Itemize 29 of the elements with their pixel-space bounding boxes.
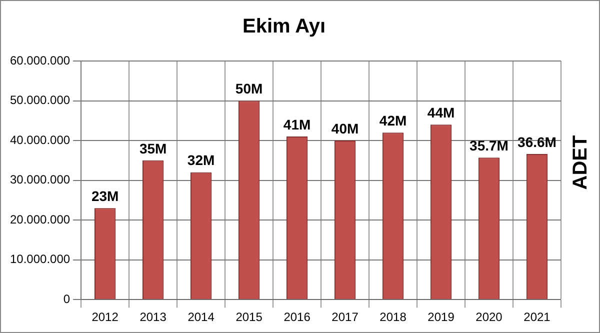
x-tick-label: 2018 — [380, 310, 407, 324]
data-label: 40M — [331, 120, 359, 136]
y-tick-label: 30.000.000 — [10, 172, 70, 187]
y-tick-label: 0 — [63, 292, 70, 306]
data-label: 41M — [283, 116, 311, 132]
data-label: 42M — [379, 112, 407, 128]
x-tick-label: 2014 — [188, 310, 215, 324]
data-label: 35M — [139, 140, 167, 156]
y-tick-label: 40.000.000 — [10, 132, 70, 147]
x-tick-label: 2013 — [140, 310, 167, 324]
x-tick-label: 2019 — [428, 310, 455, 324]
chart-title: Ekim Ayı — [242, 16, 326, 38]
y-tick-label: 20.000.000 — [10, 212, 70, 226]
data-label: 32M — [187, 152, 215, 168]
x-tick-label: 2021 — [524, 310, 551, 324]
x-tick-label: 2012 — [92, 310, 119, 324]
data-label: 35.7M — [470, 137, 508, 154]
x-tick-label: 2016 — [284, 310, 311, 324]
y-tick-label: 50.000.000 — [10, 93, 70, 108]
data-label: 44M — [427, 104, 455, 120]
data-label: 50M — [235, 80, 263, 97]
y-axis-title: ADET — [570, 134, 592, 192]
x-tick-label: 2015 — [236, 310, 263, 324]
x-tick-label: 2020 — [476, 310, 503, 324]
data-label: 36.6M — [518, 134, 556, 150]
x-tick-label: 2017 — [332, 310, 359, 324]
y-tick-label: 10.000.000 — [10, 252, 70, 266]
data-label: 23M — [91, 188, 119, 204]
y-tick-label: 60.000.000 — [10, 53, 70, 68]
